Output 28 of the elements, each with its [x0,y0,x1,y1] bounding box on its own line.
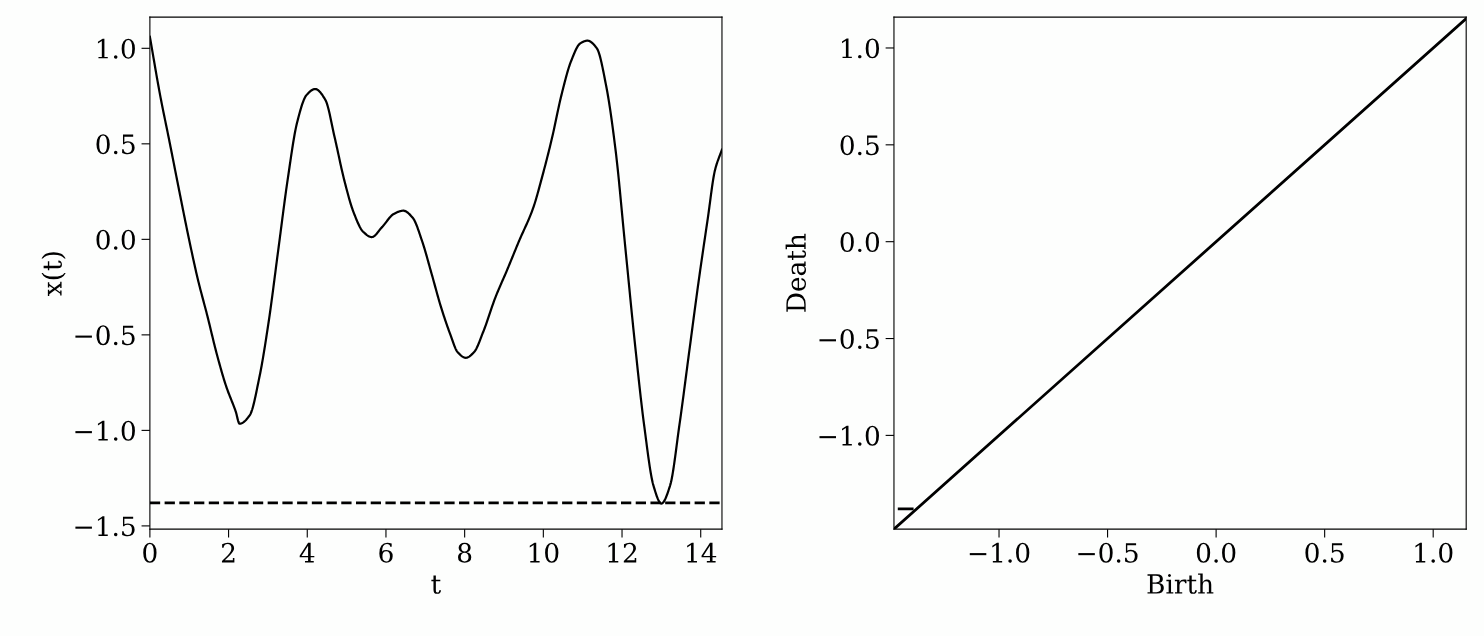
y-axis-title: Death [785,233,807,312]
x-tick-label: 12 [608,542,637,563]
x-axis-title: Birth [1147,573,1214,594]
y-tick-label: −1.0 [819,425,880,446]
x-tick-label: 10 [529,542,559,563]
x-tick-label: 0.0 [1196,542,1236,563]
x-tick-label: 4 [299,542,315,563]
x-axis-title: t [431,575,442,594]
x-tick-label: 6 [379,542,393,563]
x-tick-label: −1.0 [969,542,1030,563]
x-tick-label: 0.5 [1305,542,1344,563]
x-tick-label: 8 [458,542,472,563]
y-tick-label: 0.0 [96,229,135,250]
x-tick-label: −0.5 [1078,542,1138,563]
y-tick-label: −1.0 [75,420,135,441]
x-tick-label: 14 [687,542,717,563]
y-tick-label: 1.0 [97,38,135,59]
y-tick-label: 0.0 [840,232,880,253]
y-tick-label: −0.5 [819,328,879,349]
y-tick-label: −1.5 [75,516,135,537]
y-tick-label: 0.5 [840,135,879,156]
y-tick-label: 1.0 [842,38,880,59]
y-tick-label: 0.5 [96,134,135,155]
x-tick-label: 2 [221,542,235,563]
y-tick-label: −0.5 [75,325,135,346]
y-axis-title: x(t) [41,252,66,296]
x-tick-label: 0 [143,542,157,563]
x-tick-label: 1.0 [1415,542,1453,563]
